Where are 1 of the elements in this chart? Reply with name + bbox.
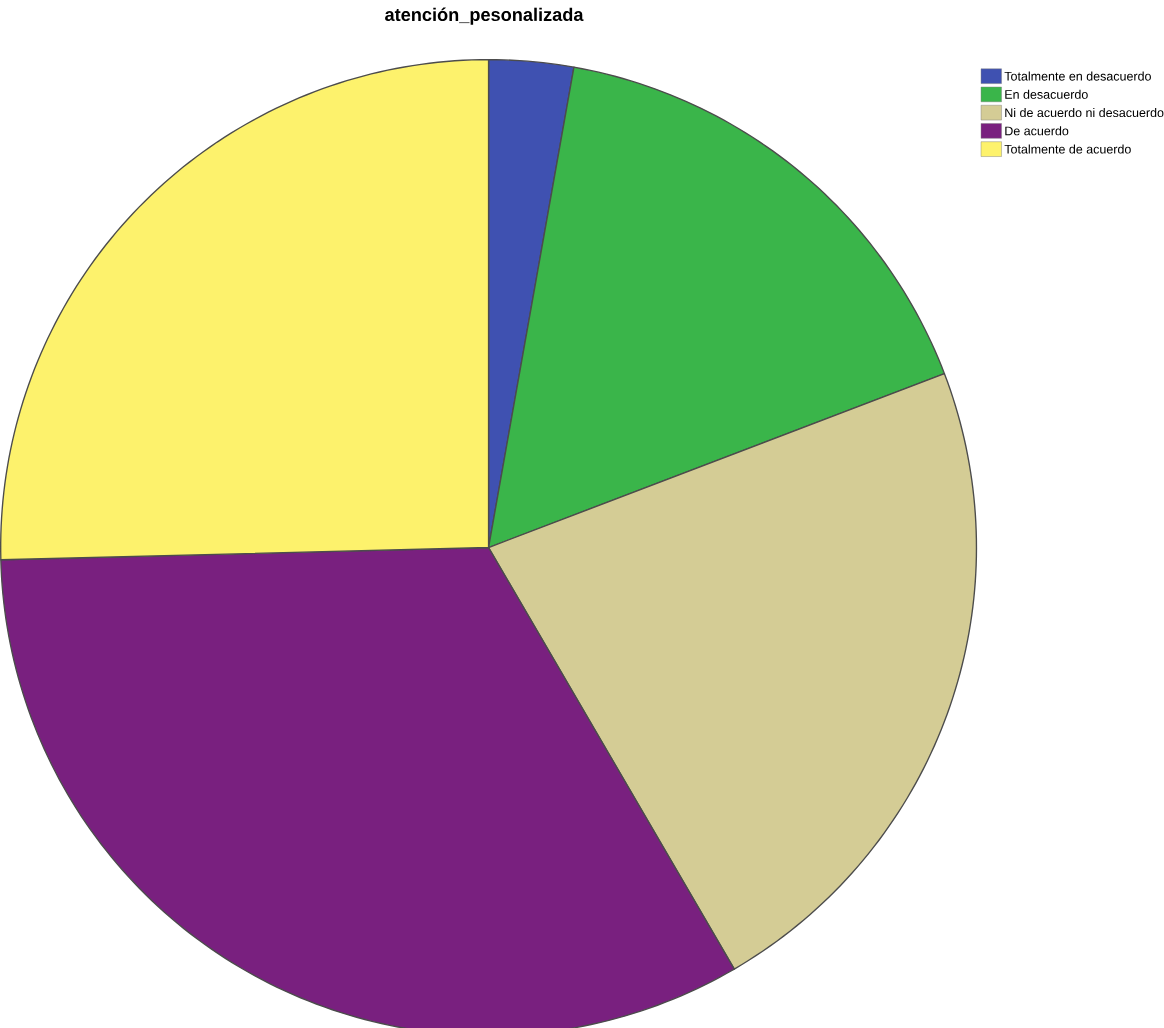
- chart-title: atención_pesonalizada: [385, 7, 584, 25]
